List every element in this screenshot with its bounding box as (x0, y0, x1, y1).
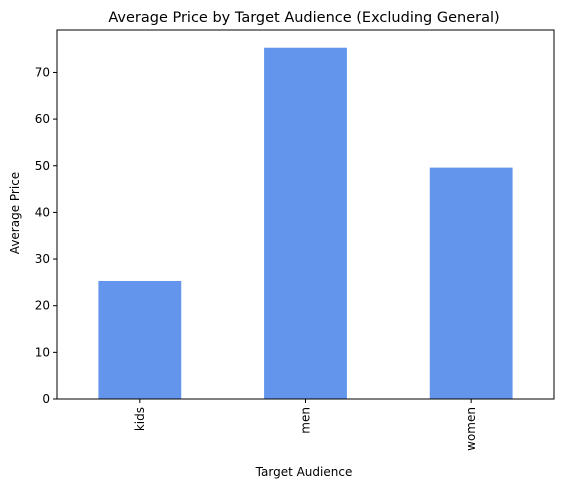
bar-men (264, 48, 347, 399)
y-tick-label: 20 (35, 299, 50, 313)
y-tick-label: 70 (35, 65, 50, 79)
x-axis-ticks: kids men women (133, 399, 478, 451)
y-tick-label: 50 (35, 159, 50, 173)
x-axis-label: Target Audience (255, 465, 353, 479)
chart-title: Average Price by Target Audience (Exclud… (108, 10, 499, 26)
x-tick-label: kids (133, 407, 147, 431)
y-tick-label: 60 (35, 112, 50, 126)
y-tick-label: 30 (35, 252, 50, 266)
x-tick-label: women (464, 407, 478, 451)
y-tick-label: 0 (42, 392, 50, 406)
x-tick-label: men (299, 407, 313, 434)
bars-group (98, 48, 512, 399)
y-axis-ticks: 0 10 20 30 40 50 60 70 (35, 65, 57, 406)
y-tick-label: 10 (35, 345, 50, 359)
y-tick-label: 40 (35, 205, 50, 219)
bar-kids (98, 281, 181, 399)
bar-women (430, 168, 513, 399)
y-axis-label: Average Price (8, 172, 22, 254)
